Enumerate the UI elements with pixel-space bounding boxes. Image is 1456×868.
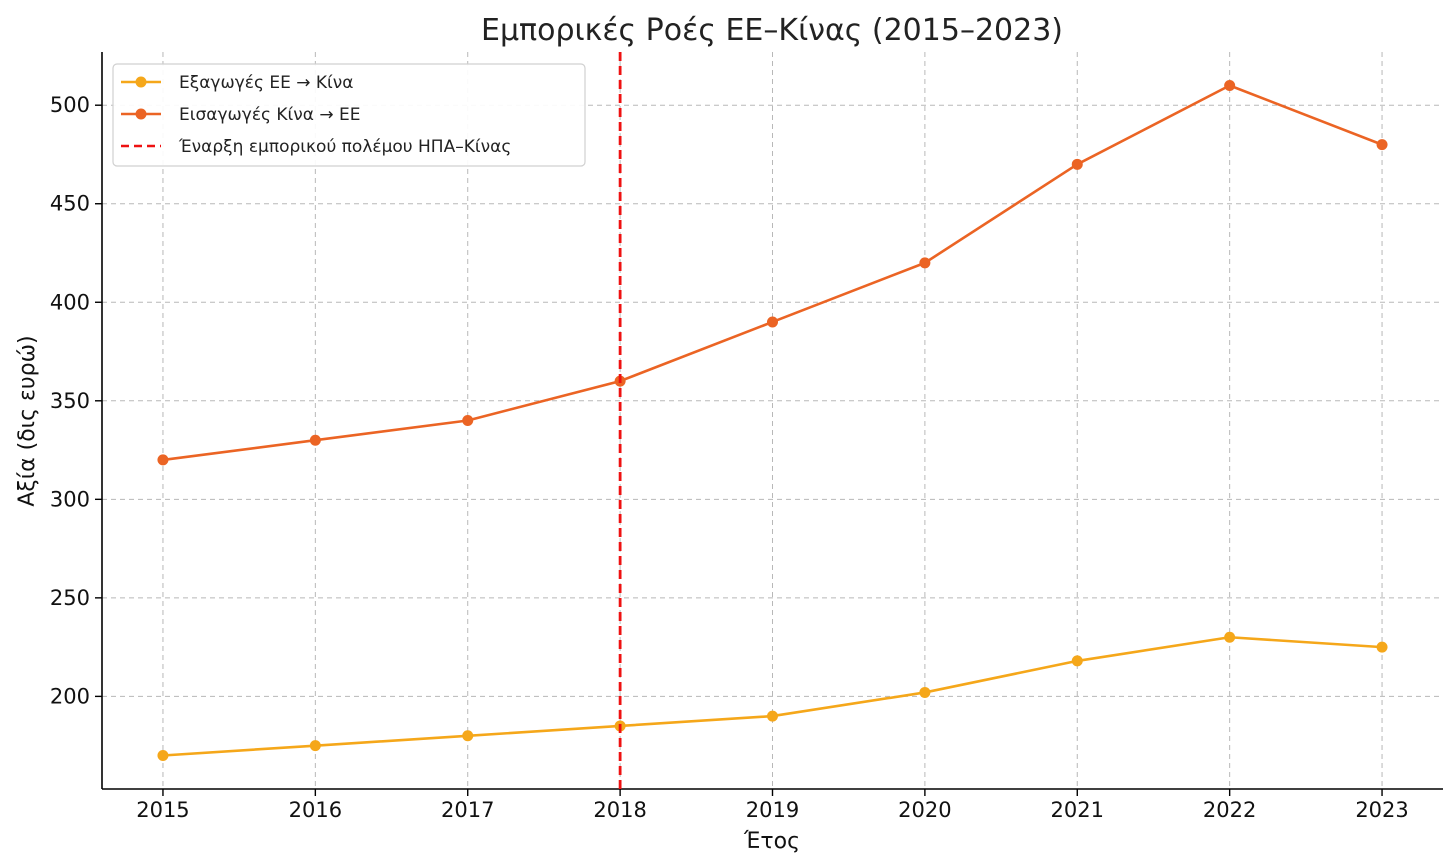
x-tick-label: 2023 — [1355, 798, 1408, 822]
data-point — [1071, 655, 1083, 667]
x-tick-label: 2019 — [746, 798, 799, 822]
legend: Εξαγωγές ΕΕ → Κίνα Εισαγωγές Κίνα → ΕΕ Ένα… — [112, 63, 586, 167]
data-point — [1376, 139, 1388, 151]
data-point — [919, 257, 931, 269]
chart-title: Εμπορικές Ροές ΕΕ–Κίνας (2015–2023) — [481, 13, 1063, 48]
data-point — [1376, 641, 1388, 653]
legend-entry-label: Έναρξη εμπορικού πολέμου ΗΠΑ–Κίνας — [178, 137, 511, 157]
y-tick-label: 500 — [50, 93, 90, 117]
y-tick-label: 300 — [50, 487, 90, 511]
legend-box — [112, 63, 586, 167]
data-point — [309, 740, 321, 752]
data-point — [157, 454, 169, 466]
series-layer — [157, 80, 1388, 761]
data-point — [462, 415, 474, 426]
data-point — [1224, 631, 1236, 643]
x-axis-label: Έτος — [743, 829, 800, 854]
x-tick-label: 2022 — [1203, 798, 1256, 822]
y-tick-label: 250 — [50, 586, 90, 610]
data-point — [1071, 158, 1083, 170]
legend-entry-label: Εξαγωγές ΕΕ → Κίνα — [179, 73, 354, 93]
data-point — [767, 316, 778, 328]
x-tick-label: 2018 — [593, 798, 646, 822]
legend-swatch-marker — [135, 108, 147, 120]
x-tick-label: 2020 — [898, 798, 951, 822]
legend-entry-label: Εισαγωγές Κίνα → ΕΕ — [179, 105, 361, 125]
y-axis-ticks: 200 250 300 350 400 450 500 — [50, 93, 102, 708]
y-axis-label: Αξία (δις ευρώ) — [15, 335, 40, 506]
x-tick-label: 2016 — [289, 798, 342, 822]
x-tick-label: 2015 — [136, 798, 189, 822]
data-point — [462, 730, 474, 742]
y-tick-label: 450 — [50, 192, 90, 216]
y-tick-label: 350 — [50, 389, 90, 413]
data-point — [157, 750, 169, 761]
data-point — [919, 686, 931, 698]
x-axis-ticks: 2015 2016 2017 2018 2019 2020 2021 2022 2023 — [136, 789, 1409, 822]
legend-swatch-marker — [135, 76, 147, 88]
data-point — [767, 710, 778, 722]
y-tick-label: 400 — [50, 290, 90, 314]
x-tick-label: 2017 — [441, 798, 494, 822]
data-point — [1224, 80, 1236, 91]
y-tick-label: 200 — [50, 684, 90, 708]
data-point — [309, 434, 321, 446]
x-tick-label: 2021 — [1051, 798, 1104, 822]
